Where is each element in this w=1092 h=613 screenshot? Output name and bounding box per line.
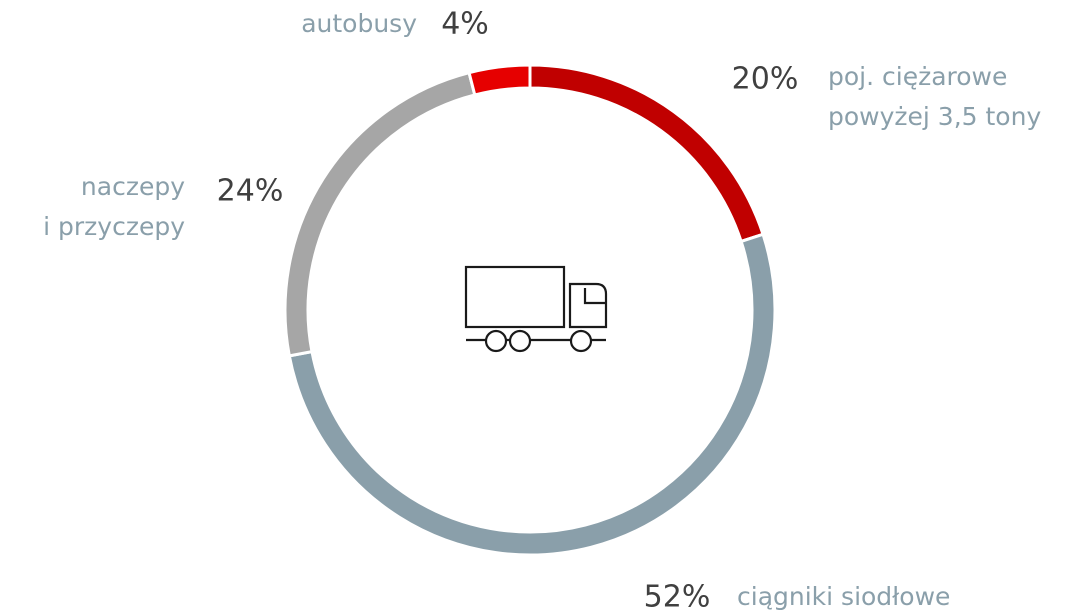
category-label: autobusy [301, 9, 417, 38]
donut-segment [528, 63, 765, 244]
value-label: 52% [644, 580, 711, 613]
truck-icon [464, 265, 608, 353]
value-label: 24% [217, 174, 284, 209]
category-label: i przyczepy [43, 212, 185, 241]
value-label: 20% [732, 62, 799, 97]
donut-segment [467, 63, 532, 97]
donut-segment [283, 70, 477, 358]
category-label: ciągniki siodłowe [737, 582, 950, 611]
category-label: powyżej 3,5 tony [828, 102, 1041, 131]
value-label: 4% [441, 7, 489, 42]
category-label: naczepy [81, 172, 185, 201]
donut-segment [287, 232, 777, 557]
category-label: poj. ciężarowe [828, 62, 1007, 91]
